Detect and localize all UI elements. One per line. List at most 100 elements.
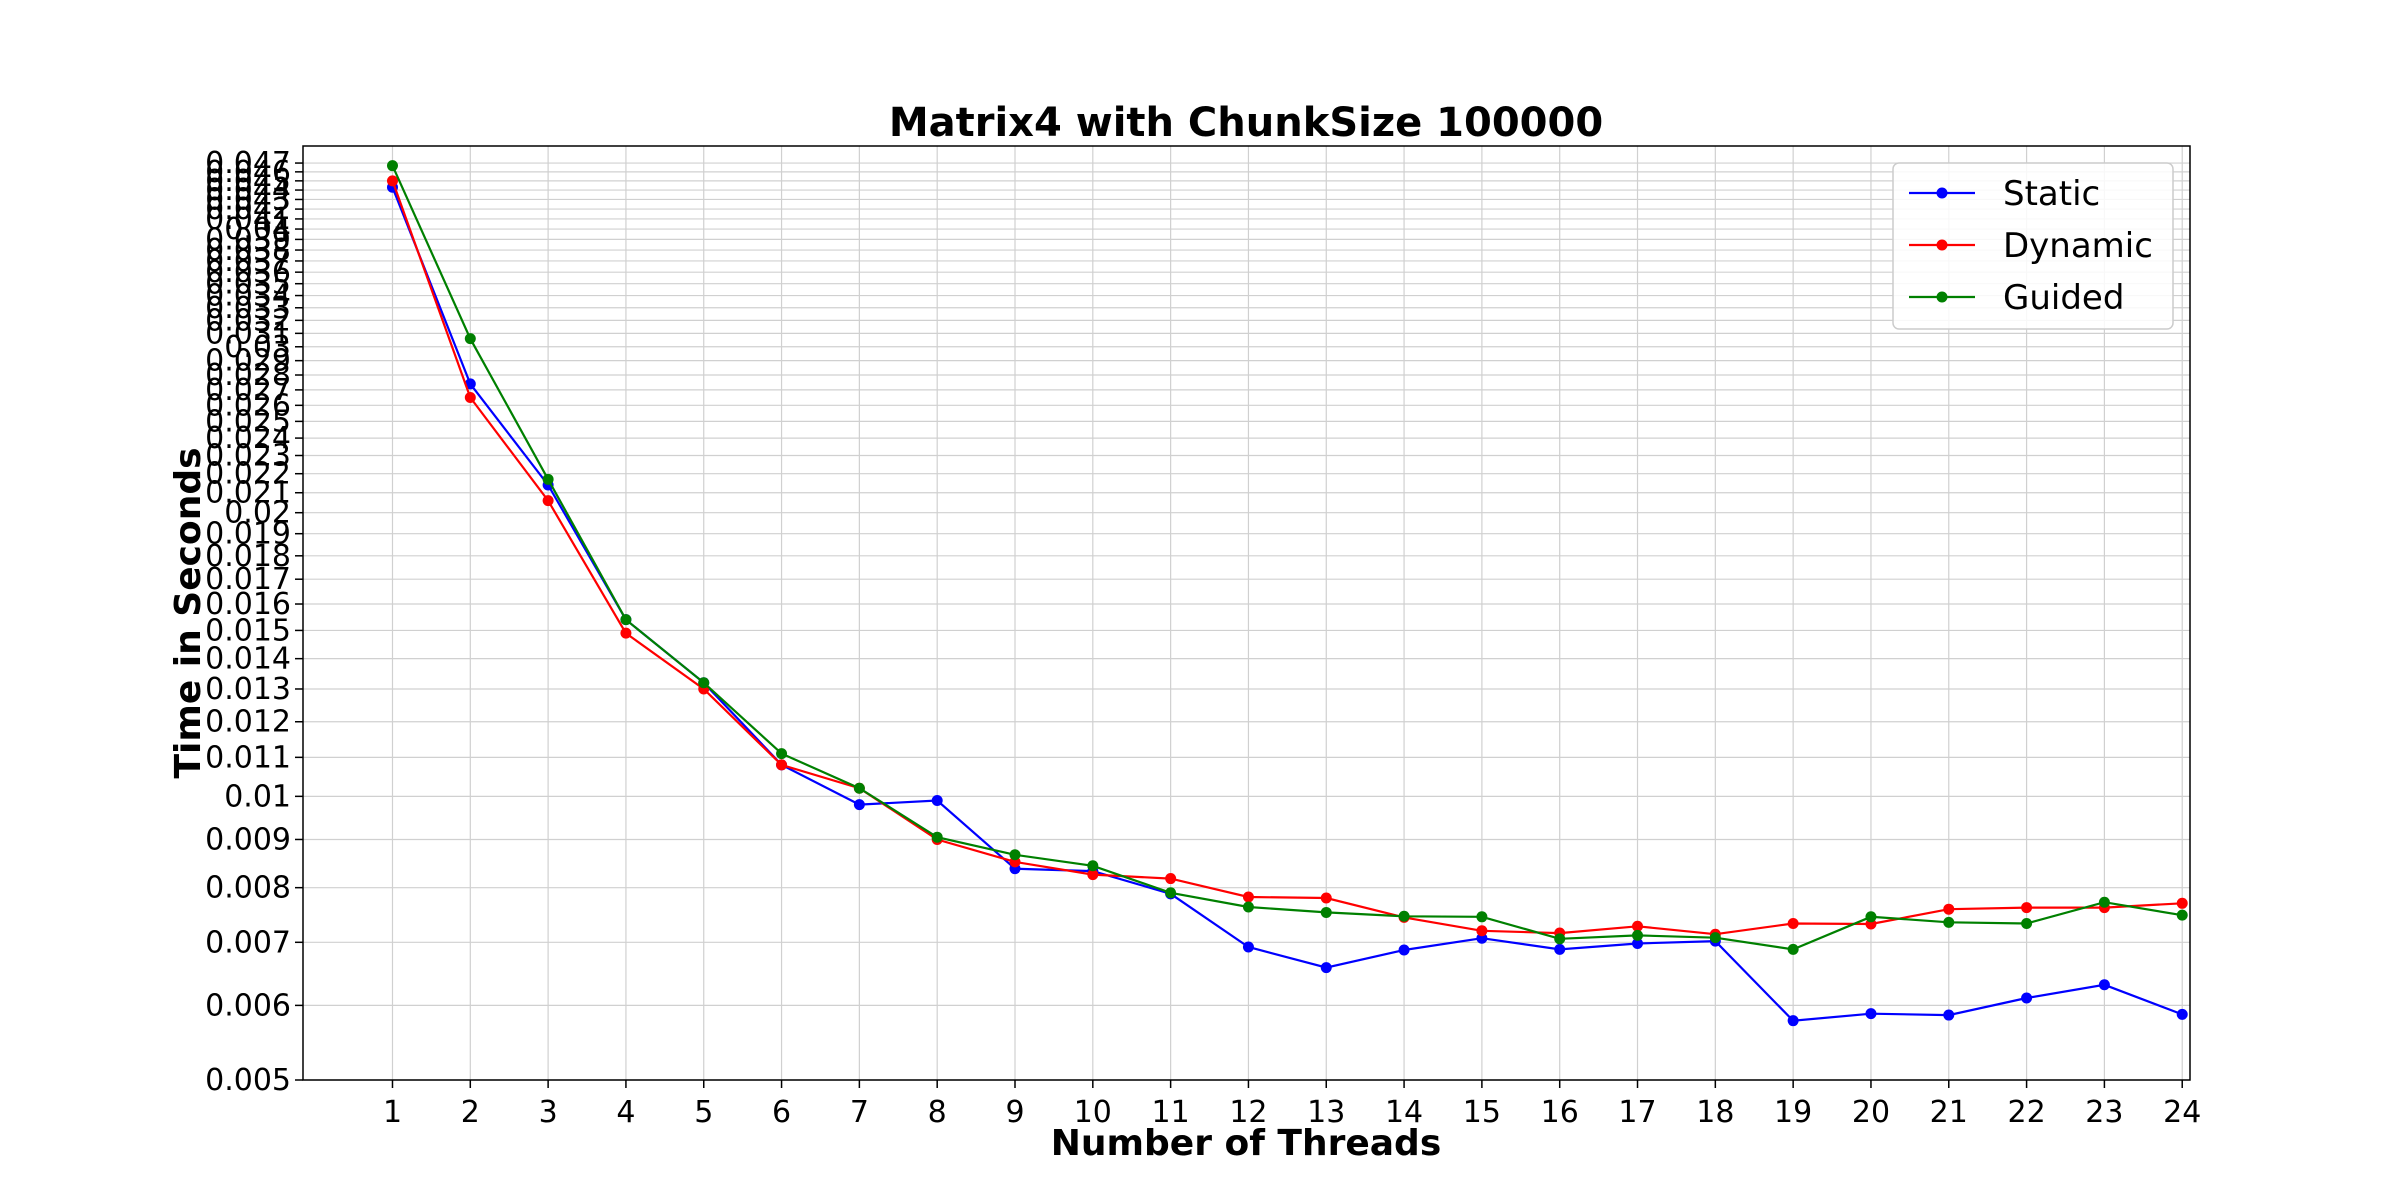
y-axis-label: Time in Seconds bbox=[168, 447, 209, 778]
data-point-dynamic bbox=[1320, 892, 1332, 904]
data-point-guided bbox=[542, 473, 554, 485]
y-tick-label: 0.012 bbox=[205, 705, 291, 740]
legend: Static Dynamic Guided bbox=[1892, 162, 2174, 330]
y-tick-label: 0.008 bbox=[205, 871, 291, 906]
x-tick-label: 17 bbox=[1618, 1095, 1656, 1130]
y-tick-label: 0.031 bbox=[205, 316, 291, 351]
x-tick-label: 23 bbox=[2085, 1095, 2123, 1130]
data-point-static bbox=[1632, 937, 1644, 949]
legend-box bbox=[1892, 162, 2174, 330]
y-tick-label: 0.02 bbox=[224, 496, 291, 531]
y-tick-label: 0.016 bbox=[205, 587, 291, 622]
data-point-dynamic bbox=[1943, 903, 1955, 915]
y-tick-label: 0.032 bbox=[205, 303, 291, 338]
data-point-guided bbox=[2021, 917, 2033, 929]
data-point-static bbox=[1943, 1009, 1955, 1021]
data-point-guided bbox=[386, 160, 398, 172]
y-tick-label: 0.022 bbox=[205, 457, 291, 492]
y-tick-label: 0.04 bbox=[224, 212, 291, 247]
data-point-guided bbox=[1476, 911, 1488, 923]
x-tick-label: 20 bbox=[1852, 1095, 1890, 1130]
series-line-guided bbox=[391, 165, 2183, 951]
data-point-guided bbox=[853, 782, 865, 794]
legend-marker-guided bbox=[1936, 291, 1948, 303]
x-tick-label: 9 bbox=[1005, 1095, 1024, 1130]
data-point-guided bbox=[1320, 906, 1332, 918]
data-point-guided bbox=[1009, 849, 1021, 861]
data-point-dynamic bbox=[2021, 902, 2033, 914]
series-line-dynamic bbox=[391, 180, 2183, 936]
y-tick-label: 0.041 bbox=[205, 202, 291, 237]
data-point-static bbox=[853, 799, 865, 811]
y-tick-label: 0.036 bbox=[205, 255, 291, 290]
data-point-static bbox=[2098, 979, 2110, 991]
y-tick-label: 0.039 bbox=[205, 222, 291, 257]
data-point-static bbox=[1320, 962, 1332, 974]
data-point-guided bbox=[2098, 896, 2110, 908]
data-point-static bbox=[1865, 1008, 1877, 1020]
y-tick-label: 0.047 bbox=[205, 146, 291, 181]
ticks-layer: 1 2 3 4 5 6 7 8 9 10 11 12 13 14 15 16 17 18 19 20 21 22 23 240… bbox=[205, 146, 2201, 1130]
y-tick-label: 0.009 bbox=[205, 822, 291, 857]
data-point-guided bbox=[1554, 933, 1566, 945]
series-layer bbox=[386, 160, 2188, 1027]
x-axis-label: Number of Threads bbox=[1051, 1123, 1442, 1164]
y-tick-label: 0.028 bbox=[205, 358, 291, 393]
y-tick-label: 0.042 bbox=[205, 192, 291, 227]
data-point-guided bbox=[1242, 901, 1254, 913]
x-tick-label: 15 bbox=[1463, 1095, 1501, 1130]
chart-title: Matrix4 with ChunkSize 100000 bbox=[889, 100, 1603, 146]
plot-frame bbox=[302, 145, 2191, 1081]
data-point-guided bbox=[776, 748, 788, 760]
data-point-static bbox=[1242, 941, 1254, 953]
data-point-static bbox=[931, 794, 943, 806]
data-point-static bbox=[2176, 1008, 2188, 1020]
data-point-dynamic bbox=[542, 495, 554, 507]
x-tick-label: 24 bbox=[2163, 1095, 2201, 1130]
y-tick-label: 0.024 bbox=[205, 421, 291, 456]
data-point-dynamic bbox=[386, 175, 398, 187]
data-point-dynamic bbox=[620, 627, 632, 639]
y-tick-label: 0.018 bbox=[205, 539, 291, 574]
y-tick-label: 0.034 bbox=[205, 279, 291, 314]
y-tick-label: 0.021 bbox=[205, 476, 291, 511]
x-tick-label: 19 bbox=[1774, 1095, 1812, 1130]
y-tick-label: 0.046 bbox=[205, 155, 291, 190]
data-point-guided bbox=[620, 614, 632, 626]
data-point-dynamic bbox=[1087, 869, 1099, 881]
y-tick-label: 0.035 bbox=[205, 267, 291, 302]
y-tick-label: 0.033 bbox=[205, 291, 291, 326]
data-point-dynamic bbox=[1476, 925, 1488, 937]
data-point-dynamic bbox=[2176, 897, 2188, 909]
x-tick-label: 8 bbox=[928, 1095, 947, 1130]
data-point-guided bbox=[1165, 887, 1177, 899]
y-tick-label: 0.005 bbox=[205, 1063, 291, 1098]
x-tick-label: 11 bbox=[1152, 1095, 1190, 1130]
x-tick-label: 21 bbox=[1930, 1095, 1968, 1130]
data-point-guided bbox=[1865, 911, 1877, 923]
y-tick-label: 0.007 bbox=[205, 925, 291, 960]
y-tick-label: 0.029 bbox=[205, 344, 291, 379]
x-tick-label: 13 bbox=[1307, 1095, 1345, 1130]
y-tick-label: 0.023 bbox=[205, 439, 291, 474]
y-tick-label: 0.006 bbox=[205, 988, 291, 1023]
data-point-guided bbox=[2176, 909, 2188, 921]
y-tick-label: 0.037 bbox=[205, 244, 291, 279]
x-tick-label: 3 bbox=[539, 1095, 558, 1130]
x-tick-label: 2 bbox=[461, 1095, 480, 1130]
y-tick-label: 0.011 bbox=[205, 740, 291, 775]
x-tick-label: 7 bbox=[850, 1095, 869, 1130]
data-point-dynamic bbox=[1242, 891, 1254, 903]
y-tick-label: 0.038 bbox=[205, 233, 291, 268]
data-point-guided bbox=[1943, 916, 1955, 928]
y-tick-label: 0.013 bbox=[205, 672, 291, 707]
data-point-static bbox=[1398, 944, 1410, 956]
data-point-guided bbox=[1787, 943, 1799, 955]
data-point-dynamic bbox=[1787, 917, 1799, 929]
x-tick-label: 14 bbox=[1385, 1095, 1423, 1130]
data-point-static bbox=[1554, 943, 1566, 955]
y-tick-label: 0.027 bbox=[205, 373, 291, 408]
x-tick-label: 18 bbox=[1696, 1095, 1734, 1130]
x-tick-label: 4 bbox=[616, 1095, 635, 1130]
y-tick-label: 0.014 bbox=[205, 642, 291, 677]
